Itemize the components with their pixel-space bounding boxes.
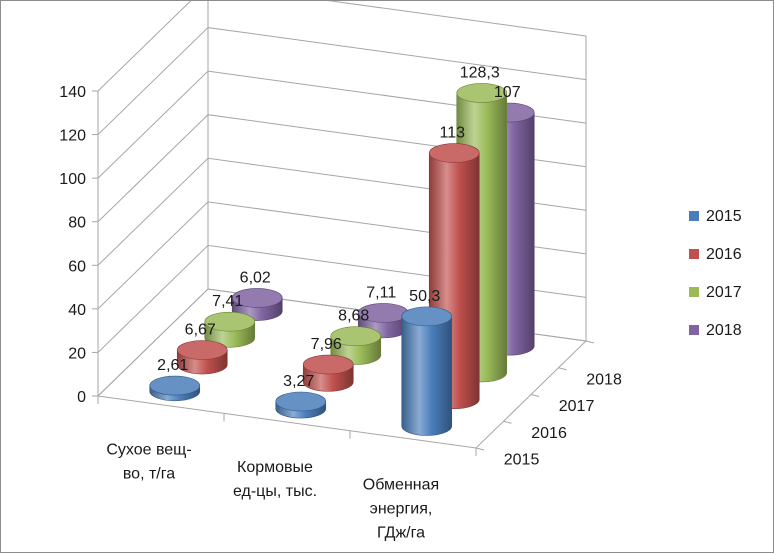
bar-top	[149, 375, 201, 396]
data-label: 8,68	[338, 308, 369, 325]
legend-label: 2015	[706, 208, 742, 225]
y-tick-label: 140	[59, 84, 86, 101]
legend-label: 2017	[706, 284, 742, 301]
legend-swatch	[689, 287, 699, 297]
depth-tick-mark	[530, 394, 540, 397]
bar-top	[330, 326, 382, 347]
depth-tick-mark	[585, 340, 595, 344]
x-category-label: Обменная энергия, ГДж/га	[363, 476, 439, 541]
gridline	[97, 1, 587, 92]
data-label: 3,27	[283, 373, 314, 390]
x-category-label: Кормовые ед-цы, тыс.	[233, 459, 317, 500]
bar-2016-1	[302, 354, 354, 392]
y-tick-label: 120	[59, 128, 86, 145]
depth-tick-mark	[558, 367, 567, 371]
legend-label: 2018	[706, 322, 742, 339]
bar-2017-0	[204, 311, 256, 348]
y-tick-label: 100	[59, 171, 86, 188]
legend-swatch	[689, 211, 699, 221]
bar-top	[302, 354, 354, 375]
y-tick-label: 20	[68, 345, 86, 362]
bar-2015-2	[401, 306, 453, 436]
depth-label: 2015	[504, 452, 540, 469]
data-label: 7,96	[311, 336, 342, 353]
bar-top	[231, 288, 283, 308]
data-label: 128,3	[460, 64, 500, 81]
depth-label: 2018	[586, 371, 622, 388]
bar-top	[428, 143, 480, 163]
legend-swatch	[689, 325, 699, 335]
bar-2015-0	[149, 375, 201, 402]
x-category-label: Сухое вещ-во, т/га	[106, 442, 191, 483]
bar-top	[176, 340, 228, 360]
data-label: 113	[439, 125, 465, 142]
depth-label: 2016	[531, 425, 567, 442]
data-label: 7,41	[212, 293, 243, 310]
data-label: 7,11	[366, 284, 396, 301]
depth-tick-mark	[475, 447, 485, 451]
data-label: 6,02	[240, 269, 271, 286]
bar-top	[401, 306, 453, 327]
y-tick-label: 80	[68, 215, 86, 232]
data-label: 6,67	[185, 322, 216, 339]
bar-top	[204, 311, 256, 332]
depth-label: 2017	[559, 398, 595, 415]
data-label: 50,3	[409, 288, 440, 305]
bar-2016-0	[176, 340, 228, 375]
y-tick-label: 40	[68, 302, 86, 319]
bar-body	[401, 316, 453, 436]
data-label: 107	[494, 84, 521, 101]
legend-swatch	[689, 249, 699, 259]
bar-2015-1	[275, 391, 327, 419]
bar-top	[456, 83, 508, 103]
bar-top	[275, 391, 327, 412]
data-label: 2,61	[157, 357, 188, 374]
y-tick-label: 0	[77, 389, 86, 406]
y-tick-label: 60	[68, 258, 86, 275]
plot-area: 0 20 40 60 80 100 120 140 6,02 7,11 107 7,41 8,68 128…	[59, 1, 622, 541]
legend-label: 2016	[706, 246, 742, 263]
legend: 2015 2016 2017 2018	[689, 208, 742, 339]
depth-tick-mark	[503, 420, 512, 424]
